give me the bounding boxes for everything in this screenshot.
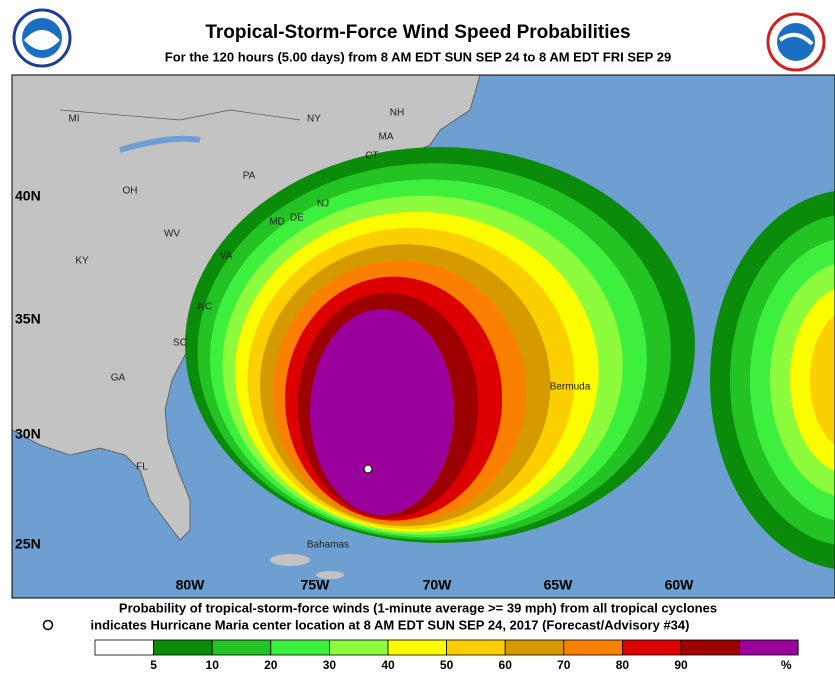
place-label: Bermuda [550,382,591,393]
legend-swatch [739,639,799,656]
legend-label: 30 [323,658,337,672]
place-label: FL [136,462,148,473]
legend-swatch [387,639,447,656]
place-label: MA [379,132,394,143]
longitude-label: 65W [544,577,574,593]
place-label: PA [243,171,256,182]
longitude-label: 60W [665,577,695,593]
place-label: NH [390,108,404,119]
legend-label: 70 [557,658,571,672]
place-label: VA [220,251,233,262]
contour [310,309,454,515]
legend-label: 10 [206,658,220,672]
legend: 5 10 20 30 40 50 60 70 80 90% [94,639,799,672]
place-label: DE [290,213,304,224]
place-label: NC [198,302,212,313]
place-label: SC [173,338,187,349]
storm-center [363,464,373,474]
legend-swatch [270,639,330,656]
legend-swatch [446,639,506,656]
latitude-label: 40N [15,188,41,204]
legend-swatch [153,639,213,656]
contour [810,315,835,445]
title: Tropical-Storm-Force Wind Speed Probabil… [205,22,630,43]
legend-label: 40 [381,658,395,672]
state-border [59,109,301,121]
nws-logo [766,12,826,72]
legend-label: 60 [499,658,513,672]
legend-swatch [563,639,623,656]
place-label: KY [75,256,89,267]
footer-line-2: indicates Hurricane Maria center locatio… [91,617,690,632]
longitude-label: 75W [301,577,331,593]
place-label: WV [164,229,180,240]
lake [119,135,201,153]
legend-swatch [328,639,389,656]
legend-label: 5 [150,658,157,672]
place-label: NJ [317,199,329,210]
map [12,75,835,598]
center-symbol [42,619,54,631]
legend-swatch [680,639,740,656]
legend-label: 80 [616,658,630,672]
latitude-label: 25N [15,536,41,552]
place-label: Bahamas [307,540,349,551]
noaa-logo [12,8,72,68]
place-label: MD [269,217,285,228]
legend-swatch [622,639,682,656]
legend-swatch [94,639,154,656]
legend-swatch [211,639,272,656]
longitude-label: 80W [176,577,206,593]
place-label: OH [123,186,138,197]
latitude-label: 30N [15,426,41,442]
islands [270,554,344,579]
legend-unit: % [781,658,792,672]
legend-label: 50 [440,658,454,672]
footer-line-1: Probability of tropical-storm-force wind… [119,600,717,615]
legend-label: 90 [674,658,688,672]
map-frame [11,74,835,599]
legend-label: 20 [264,658,278,672]
longitude-label: 70W [423,577,453,593]
probability-contours [185,147,835,569]
place-label: NY [307,114,321,125]
latitude-label: 35N [15,311,41,327]
legend-swatch [504,639,565,656]
place-label: MI [68,114,79,125]
place-label: CT [365,151,378,162]
place-label: GA [111,373,126,384]
subtitle: For the 120 hours (5.00 days) from 8 AM … [165,49,671,64]
